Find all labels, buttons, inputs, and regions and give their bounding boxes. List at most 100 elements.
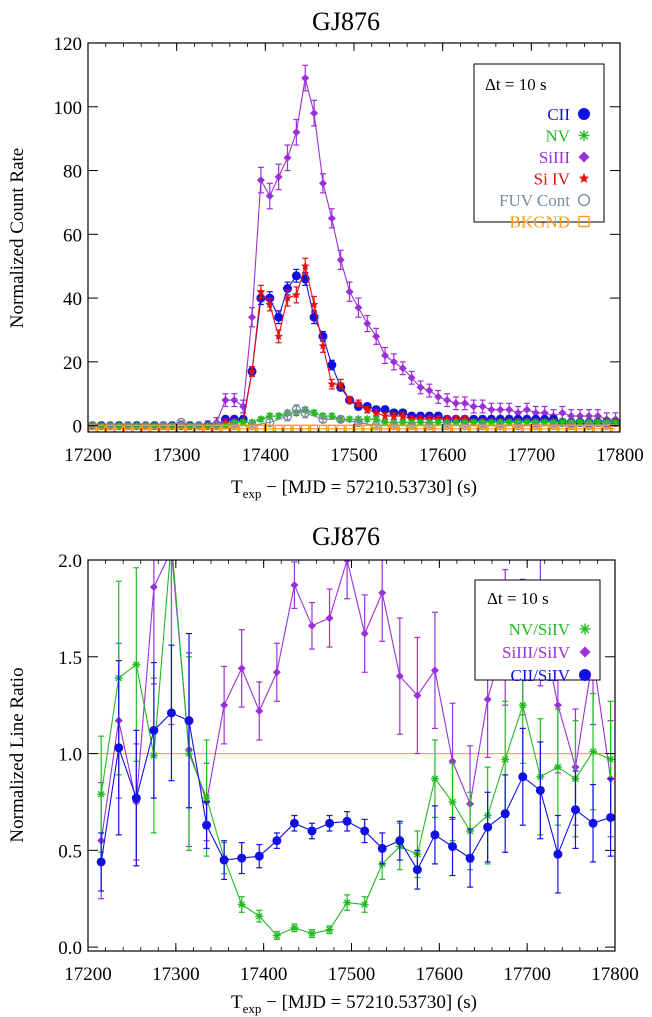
data-point bbox=[398, 364, 407, 373]
series-cii bbox=[88, 268, 620, 431]
data-point bbox=[363, 415, 372, 424]
error-bar bbox=[302, 407, 309, 419]
line-ratio-plot-area bbox=[88, 560, 615, 940]
data-point bbox=[522, 424, 532, 432]
data-point bbox=[448, 797, 457, 806]
data-point bbox=[345, 395, 354, 404]
data-point bbox=[451, 424, 461, 432]
data-point bbox=[309, 299, 319, 309]
data-point bbox=[567, 412, 576, 421]
data-point bbox=[505, 418, 514, 427]
data-point bbox=[176, 417, 186, 428]
series-bkgnd bbox=[88, 424, 620, 432]
data-point bbox=[292, 128, 301, 137]
error-bar bbox=[355, 420, 362, 425]
data-point bbox=[360, 900, 369, 909]
legend-entry: CII/SiIV bbox=[511, 666, 591, 685]
data-point bbox=[381, 351, 390, 360]
data-point bbox=[434, 392, 443, 401]
data-point bbox=[255, 912, 264, 921]
data-point bbox=[478, 424, 487, 432]
data-point bbox=[602, 424, 611, 432]
data-point bbox=[478, 402, 487, 411]
data-point bbox=[184, 716, 194, 726]
data-point bbox=[345, 415, 354, 424]
data-point bbox=[274, 412, 283, 421]
x-axis-label: Texp − [MJD = 57210.53730] (s) bbox=[231, 992, 477, 1016]
data-point bbox=[202, 820, 212, 830]
y-tick-label: 0.5 bbox=[58, 841, 82, 862]
legend-marker bbox=[579, 646, 591, 658]
data-point bbox=[254, 851, 264, 861]
data-point bbox=[553, 763, 562, 772]
error-bar bbox=[178, 420, 185, 425]
data-point bbox=[203, 424, 212, 432]
data-point bbox=[522, 405, 531, 414]
data-point bbox=[272, 836, 282, 846]
data-point bbox=[553, 849, 563, 859]
data-point bbox=[430, 830, 440, 840]
line-ratio-ticks: 17200 17300 17400 17500 17600 17700 17800 0.0 0.… bbox=[58, 551, 639, 985]
data-point bbox=[501, 755, 510, 764]
data-point bbox=[593, 424, 603, 432]
data-point bbox=[460, 399, 469, 408]
data-point bbox=[395, 836, 405, 846]
legend-marker bbox=[578, 173, 590, 183]
legend-label: SiIII/SiIV bbox=[502, 643, 571, 662]
data-point bbox=[354, 424, 363, 432]
legend-entries: NV/SiIV SiIII/SiIV CII/SiIV bbox=[502, 620, 591, 685]
data-point bbox=[343, 560, 352, 564]
data-point bbox=[443, 396, 452, 405]
data-point bbox=[483, 822, 493, 832]
data-point bbox=[416, 418, 425, 427]
data-point bbox=[282, 411, 293, 421]
data-point bbox=[283, 153, 292, 162]
y-tick-label: 0.0 bbox=[58, 938, 82, 959]
y-axis-label: Normalized Line Ratio bbox=[7, 667, 28, 842]
data-point bbox=[301, 74, 310, 83]
data-point bbox=[289, 818, 299, 828]
data-point bbox=[237, 664, 246, 673]
series-cii-siiv bbox=[96, 632, 615, 894]
data-point bbox=[413, 691, 422, 700]
data-point bbox=[96, 857, 106, 867]
x-tick-label: 17700 bbox=[503, 964, 551, 985]
data-point bbox=[307, 826, 317, 836]
data-point bbox=[105, 424, 115, 432]
y-axis-label: Normalized Count Rate bbox=[7, 148, 28, 328]
data-point bbox=[558, 418, 567, 427]
data-point bbox=[380, 411, 390, 420]
data-point bbox=[97, 424, 106, 432]
data-point bbox=[354, 398, 363, 407]
data-point bbox=[221, 396, 230, 405]
data-point bbox=[505, 405, 514, 414]
data-point bbox=[219, 855, 229, 865]
legend-label: CII/SiIV bbox=[511, 666, 571, 685]
x-tick-label: 17200 bbox=[64, 964, 112, 985]
data-point bbox=[395, 672, 404, 681]
data-point bbox=[230, 396, 239, 405]
data-point bbox=[540, 408, 549, 417]
legend-entries: CII NV SiIII Si IV FUV Cont BKGND bbox=[499, 105, 591, 232]
legend-entry: FUV Cont bbox=[499, 191, 591, 210]
legend-box bbox=[474, 579, 601, 681]
data-point bbox=[518, 701, 527, 710]
data-point bbox=[256, 176, 265, 185]
data-point bbox=[325, 818, 335, 828]
data-point bbox=[531, 408, 540, 417]
data-point bbox=[149, 725, 159, 735]
line-ratio-chart: GJ876 17200 17300 17400 17500 17600 17700 1780… bbox=[7, 522, 639, 1016]
data-point bbox=[469, 402, 478, 411]
data-point bbox=[434, 424, 443, 432]
data-point bbox=[318, 414, 328, 424]
data-point bbox=[570, 805, 580, 815]
count-rate-chart: GJ876 17200 17300 17400 17500 17600 17700 1780… bbox=[7, 7, 644, 501]
data-point bbox=[327, 424, 337, 432]
data-point bbox=[549, 424, 558, 432]
data-point bbox=[389, 424, 399, 432]
data-point bbox=[380, 424, 390, 432]
data-point bbox=[123, 424, 133, 432]
data-point bbox=[309, 424, 319, 432]
data-point bbox=[247, 424, 257, 432]
